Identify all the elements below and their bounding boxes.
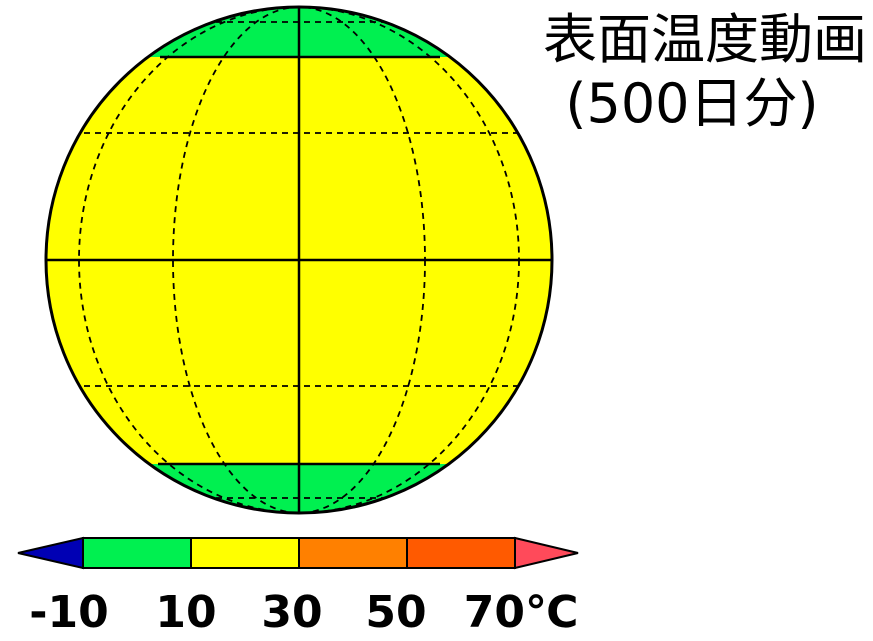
- tick-label-70c: 70℃: [463, 587, 579, 638]
- colorbar: [17, 536, 579, 570]
- title-line-2: (500日分): [565, 72, 819, 135]
- tick-label-30: 30: [261, 587, 323, 638]
- colorbar-segments: [17, 536, 579, 570]
- title: 表面温度動画 (500日分): [487, 8, 867, 136]
- title-line-1: 表面温度動画: [543, 8, 867, 71]
- colorbar-segment: [190, 537, 300, 569]
- globe-outline: [44, 5, 554, 515]
- tick-label-neg10: -10: [29, 587, 109, 638]
- colorbar-segment: [298, 537, 408, 569]
- tick-label-50: 50: [365, 587, 427, 638]
- tick-label-10: 10: [155, 587, 217, 638]
- colorbar-under-arrow: [17, 536, 84, 570]
- meridian-line: [78, 7, 520, 513]
- globe: [44, 5, 554, 515]
- colorbar-segment: [406, 537, 516, 569]
- colorbar-tick-labels: -10 10 30 50 70℃: [0, 588, 873, 641]
- meridian-line: [172, 7, 426, 513]
- colorbar-segment: [82, 537, 192, 569]
- colorbar-over-arrow: [514, 536, 579, 570]
